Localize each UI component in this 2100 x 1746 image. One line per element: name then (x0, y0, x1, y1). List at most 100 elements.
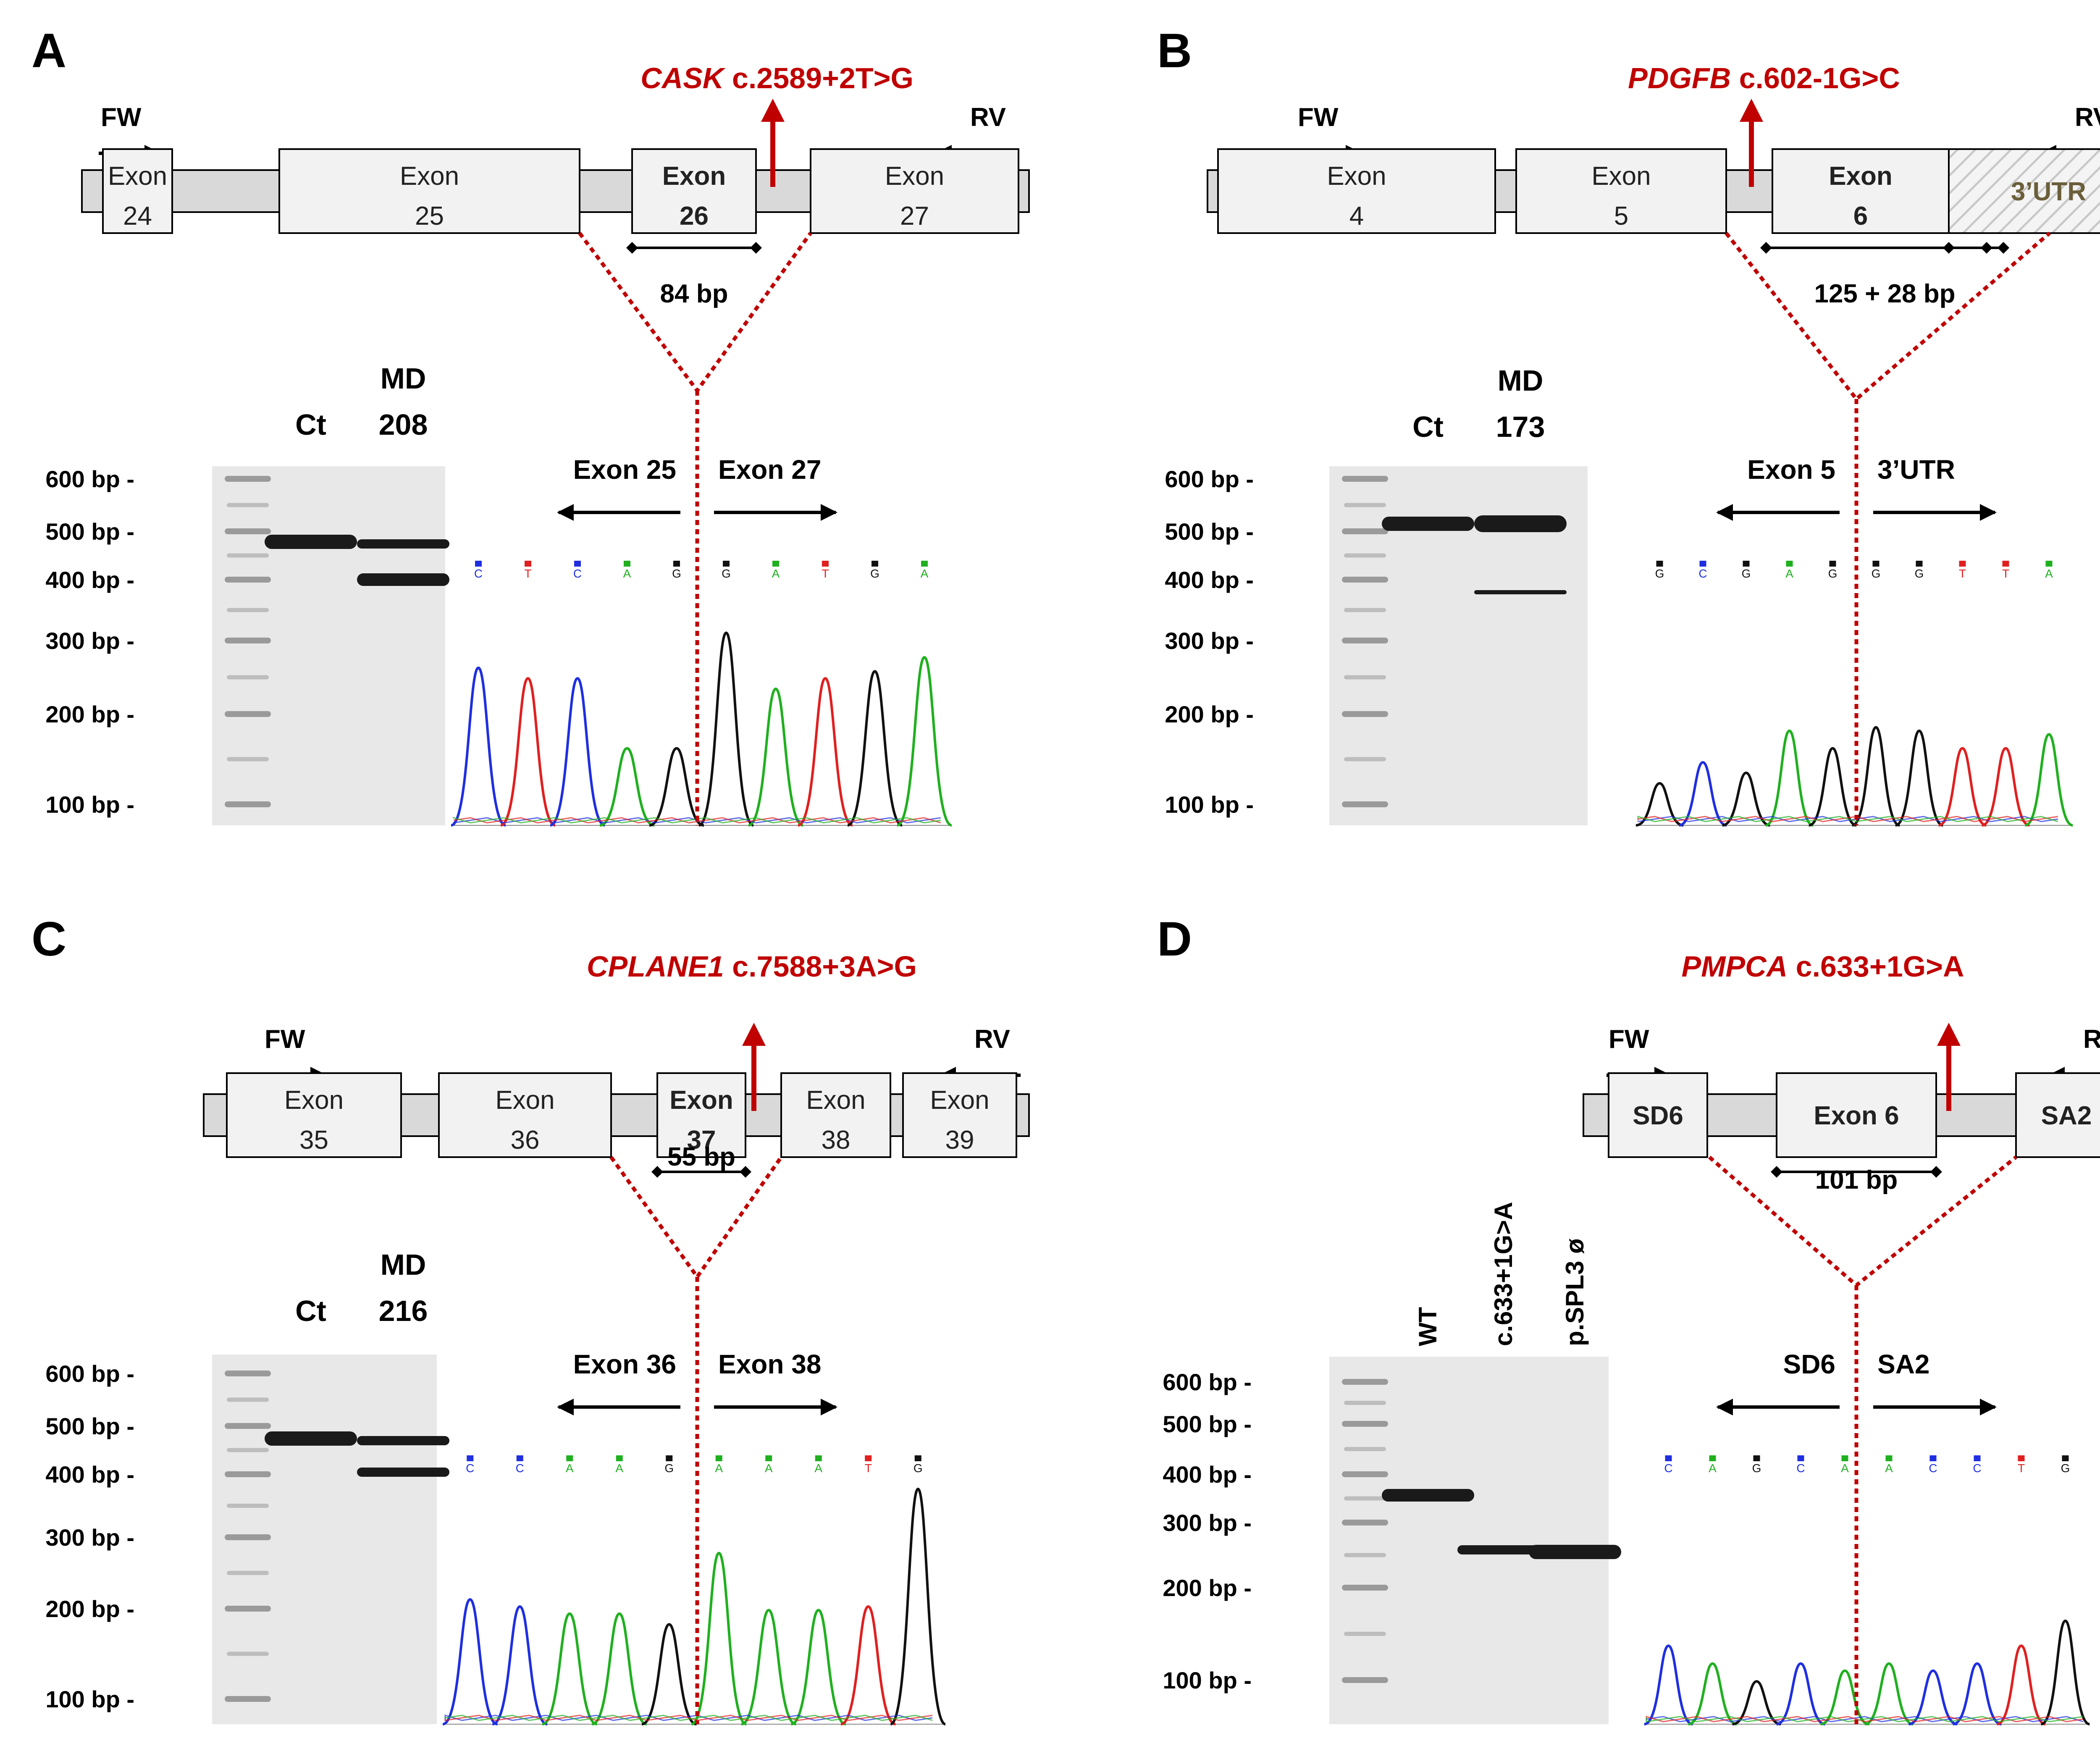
base-call-marker (1974, 1455, 1981, 1461)
ladder-band (225, 1534, 271, 1540)
exon-name: SA2 (2041, 1101, 2092, 1130)
mutation-title: PDGFB c.602-1G>C (1628, 62, 1900, 95)
base-call-marker (475, 561, 482, 567)
ladder-band-faint (1344, 1632, 1386, 1636)
base-call: A (2045, 567, 2053, 580)
junction-label-left: Exon 25 (573, 454, 676, 485)
sample-band (265, 535, 357, 549)
panels-layer: A CASK c.2589+2T>G FW RV Exon 24 Exon 25 Exon 26 E… (32, 24, 2100, 1725)
base-call: C (1973, 1462, 1981, 1475)
ladder-band (1342, 476, 1388, 482)
exon-number: 26 (680, 202, 709, 231)
junction-connector (609, 1156, 783, 1280)
chromatogram-peak (1908, 1669, 1958, 1725)
exon-name: 3’UTR (2011, 177, 2086, 206)
base-call-marker (1786, 561, 1793, 567)
fw-primer-label: FW (101, 103, 142, 132)
base-call: A (765, 1462, 773, 1475)
base-call-marker (1841, 1455, 1848, 1461)
ladder-band-faint (227, 1397, 269, 1402)
ladder-band-faint (1344, 1447, 1386, 1451)
base-call: G (1915, 567, 1924, 580)
ladder-band-faint (1344, 1553, 1386, 1557)
exon-box (226, 1072, 402, 1158)
chromatogram-peak (542, 1612, 598, 1725)
panel-c: C CPLANE1 c.7588+3A>G FW RV Exon 35 Exon 36 Exon… (32, 912, 1030, 1725)
mutation-arrow-head (1937, 1023, 1961, 1046)
ladder-band (225, 1606, 271, 1612)
exon-name: Exon (1327, 162, 1386, 191)
panel-letter: C (32, 912, 66, 966)
ladder-band (1342, 801, 1388, 807)
base-call: T (2002, 567, 2009, 580)
length-bracket-end (1981, 242, 1992, 254)
base-call-marker (1872, 561, 1880, 567)
length-bracket-end (651, 1166, 663, 1178)
chromatogram-peak (1982, 747, 2030, 827)
ladder-band (1342, 1421, 1388, 1427)
exon-number: 24 (123, 202, 152, 231)
base-call-marker (921, 561, 928, 567)
ladder-band-faint (227, 1448, 269, 1452)
base-call-marker (2062, 1455, 2069, 1461)
ladder-band-faint (1344, 1496, 1386, 1501)
ladder-band-faint (227, 1571, 269, 1575)
base-call-marker (1656, 561, 1663, 567)
mutation-title: CASK c.2589+2T>G (640, 62, 914, 95)
base-call-marker (1885, 1455, 1893, 1461)
chromatogram-peak (698, 631, 754, 827)
chromatogram-peak (1895, 729, 1944, 827)
lane-label: 208 (379, 408, 428, 441)
panel-letter: B (1157, 24, 1192, 78)
mutation-change: c.2589+2T>G (724, 62, 913, 95)
base-call: A (715, 1462, 723, 1475)
chromatogram-peak (1809, 747, 1857, 827)
lane-label: Ct (295, 1294, 326, 1327)
ladder-label: 400 bp - (1165, 567, 1254, 593)
ladder-label: 200 bp - (45, 1596, 134, 1622)
junction-connector (1725, 231, 2051, 402)
length-bracket-end (626, 242, 638, 254)
base-call: C (1929, 1462, 1937, 1475)
junction-label-right: Exon 27 (718, 454, 821, 485)
ladder-band (1342, 1520, 1388, 1525)
chromatogram-peak (1688, 1662, 1737, 1725)
exon-number: 5 (1614, 202, 1628, 231)
ladder-label: 500 bp - (1163, 1411, 1252, 1437)
base-call-marker (516, 1455, 523, 1461)
chromatogram-peak (1820, 1669, 1869, 1725)
ladder-band-faint (1344, 757, 1386, 761)
mutation-title: CPLANE1 c.7588+3A>G (587, 950, 917, 983)
ladder-band (1342, 711, 1388, 717)
exon-number: 4 (1349, 202, 1364, 231)
lane-label: 173 (1496, 410, 1545, 443)
ladder-label: 100 bp - (1163, 1667, 1252, 1693)
length-bracket-end (1943, 242, 1955, 254)
exon-box (278, 148, 580, 234)
base-call-marker (1829, 561, 1836, 567)
base-call: C (1796, 1462, 1805, 1475)
base-call-marker (865, 1455, 872, 1461)
mutation-title: PMPCA c.633+1G>A (1681, 950, 1964, 983)
base-call-marker (1665, 1455, 1672, 1461)
base-call-marker (616, 1455, 623, 1461)
ladder-band (1342, 1585, 1388, 1591)
ladder-label: 400 bp - (45, 567, 134, 593)
length-bracket-end (740, 1166, 751, 1178)
lane-label: c.633+1G>A (1489, 1202, 1517, 1346)
base-call-marker (1916, 561, 1923, 567)
ladder-band-faint (227, 503, 269, 507)
base-call: G (1742, 567, 1751, 580)
chromatogram-peak (2024, 733, 2074, 827)
lane-label: Ct (295, 408, 326, 441)
ladder-band-faint (227, 757, 269, 761)
base-call: G (664, 1462, 674, 1475)
chromatogram-peak (1765, 729, 1814, 827)
chromatogram-peak (442, 1598, 498, 1725)
ladder-label: 300 bp - (45, 1524, 134, 1551)
chromatogram-peak (847, 670, 903, 827)
panel-letter: D (1157, 912, 1192, 966)
exon-number: 37 (687, 1126, 716, 1155)
lane-label: 216 (379, 1294, 428, 1327)
mutation-gene: PMPCA (1681, 950, 1788, 983)
